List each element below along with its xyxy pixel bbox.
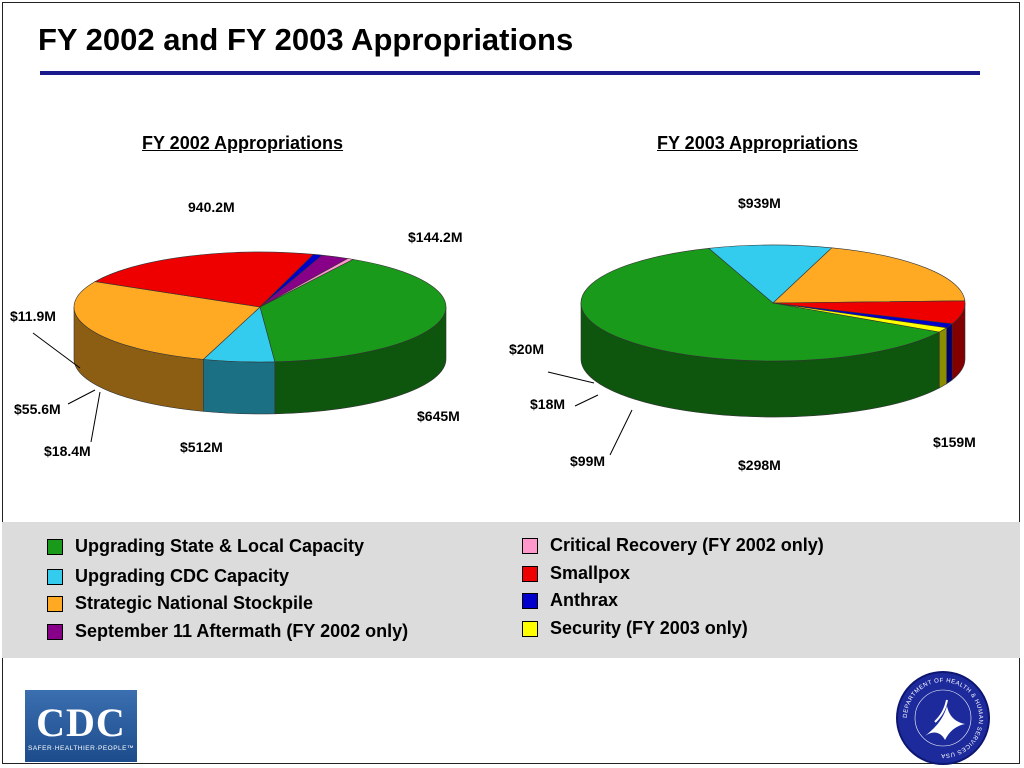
chart-title-fy2002: FY 2002 Appropriations <box>142 133 344 153</box>
legend-swatch <box>522 592 538 609</box>
chart-title-fy2003: FY 2003 Appropriations <box>657 133 859 153</box>
hhs-seal-logo: DEPARTMENT OF HEALTH & HUMAN SERVICES US… <box>896 671 990 765</box>
data-label-security-fy-2003-only: $20M <box>509 341 544 357</box>
pie-chart-fy2002: 940.2M $144.2M $645M $512M $18.4M $55.6M $11.9… <box>10 199 462 459</box>
leader-line <box>547 371 595 384</box>
pie-charts: 940.2M $144.2M $645M $512M $18.4M $55.6M $11.9… <box>10 195 976 473</box>
legend-item-critical-recovery-fy-2002-only: Critical Recovery (FY 2002 only) <box>522 535 824 556</box>
leader-line <box>609 409 633 456</box>
pie-chart-fy2003: $939M $159M $298M $99M $18M $20M <box>509 195 976 473</box>
legend-swatch <box>47 595 63 612</box>
data-label-upgrading-state-local-capacity: $939M <box>738 195 781 211</box>
pie-slice-upgrading-cdc-capacity <box>708 244 833 304</box>
data-label-september-11-aftermath-fy-2002-only: $55.6M <box>14 401 61 417</box>
pie-side-upgrading-cdc-capacity <box>203 359 276 415</box>
pie-slice-smallpox <box>94 251 315 308</box>
cdc-logo: CDC SAFER·HEALTHIER·PEOPLE™ <box>25 690 137 762</box>
legend-label: Anthrax <box>550 590 619 610</box>
legend-item-anthrax: Anthrax <box>522 590 618 611</box>
data-label-critical-recovery-fy-2002-only: $11.9M <box>10 308 56 324</box>
data-label-smallpox: $512M <box>180 439 223 455</box>
data-label-anthrax: $18.4M <box>44 443 91 459</box>
leader-line <box>67 389 96 405</box>
legend-item-upgrading-cdc-capacity: Upgrading CDC Capacity <box>47 566 289 587</box>
legend-item-smallpox: Smallpox <box>522 563 630 584</box>
pie-side-security-fy-2003-only <box>938 327 947 389</box>
data-label-strategic-national-stockpile: $645M <box>417 408 460 424</box>
legend-item-strategic-national-stockpile: Strategic National Stockpile <box>47 593 313 614</box>
pie-slice-strategic-national-stockpile <box>772 247 966 304</box>
leader-line <box>32 332 81 369</box>
legend-item-upgrading-state-local-capacity: Upgrading State & Local Capacity <box>47 536 364 557</box>
legend-item-security-fy-2003-only: Security (FY 2003 only) <box>522 618 748 639</box>
leader-line <box>90 391 101 443</box>
cdc-logo-tagline: SAFER·HEALTHIER·PEOPLE™ <box>27 744 134 752</box>
data-label-upgrading-cdc-capacity: $159M <box>933 434 976 450</box>
legend-swatch <box>522 565 538 582</box>
pie-slice-security-fy-2003-only <box>772 302 948 333</box>
legend-label: Smallpox <box>550 563 631 583</box>
data-label-upgrading-cdc-capacity: $144.2M <box>408 229 462 245</box>
pie-slice-critical-recovery-fy-2002-only <box>259 258 354 308</box>
legend-swatch <box>47 568 63 585</box>
legend-label: September 11 Aftermath (FY 2002 only) <box>75 621 409 641</box>
data-label-upgrading-state-local-capacity: 940.2M <box>188 199 235 215</box>
legend-label: Upgrading State & Local Capacity <box>75 536 365 556</box>
legend-label: Security (FY 2003 only) <box>550 618 748 638</box>
legend-label: Upgrading CDC Capacity <box>75 566 290 586</box>
legend-label: Critical Recovery (FY 2002 only) <box>550 535 824 555</box>
title-underline <box>40 71 980 75</box>
legend-swatch <box>522 620 538 637</box>
legend-item-september-11-aftermath-fy-2002-only: September 11 Aftermath (FY 2002 only) <box>47 621 408 642</box>
legend-swatch <box>522 537 538 554</box>
data-label-anthrax: $18M <box>530 396 565 412</box>
legend <box>2 522 1020 658</box>
legend-label: Strategic National Stockpile <box>75 593 314 613</box>
pie-slice-upgrading-state-local-capacity <box>259 259 447 363</box>
legend-swatch <box>47 538 63 555</box>
legend-swatch <box>47 623 63 640</box>
pie-slice-strategic-national-stockpile <box>73 281 261 360</box>
pie-slice-upgrading-state-local-capacity <box>580 248 941 362</box>
leader-line <box>574 394 599 407</box>
slide-title: FY 2002 and FY 2003 Appropriations <box>38 22 574 57</box>
cdc-logo-text: CDC <box>36 699 126 745</box>
data-label-smallpox: $99M <box>570 453 605 469</box>
data-label-strategic-national-stockpile: $298M <box>738 457 781 473</box>
pie-side-anthrax <box>946 323 953 385</box>
